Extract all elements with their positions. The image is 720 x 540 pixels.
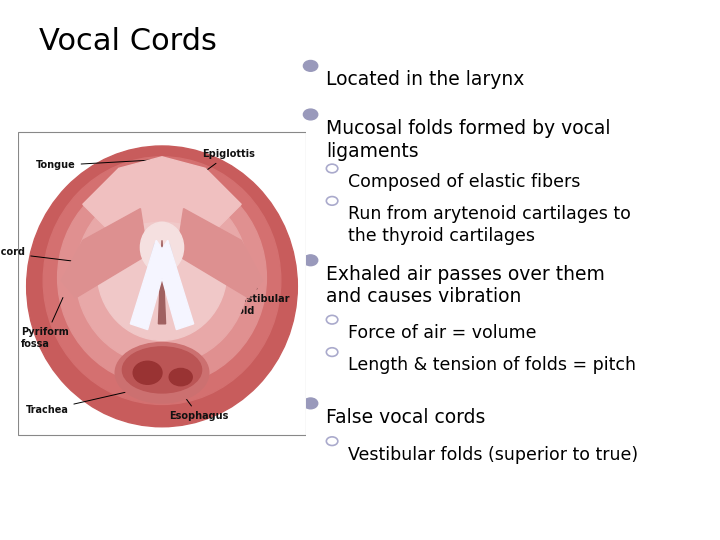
Ellipse shape	[27, 146, 297, 427]
Text: Length & tension of folds = pitch: Length & tension of folds = pitch	[348, 356, 636, 374]
Text: Vocal Cords: Vocal Cords	[40, 27, 217, 56]
FancyBboxPatch shape	[18, 132, 306, 435]
Circle shape	[303, 255, 318, 266]
Polygon shape	[158, 240, 166, 324]
Text: Located in the larynx: Located in the larynx	[326, 70, 525, 89]
Text: Trachea: Trachea	[25, 388, 145, 415]
Ellipse shape	[97, 204, 227, 340]
Text: Tongue: Tongue	[36, 160, 156, 171]
Text: Exhaled air passes over them
and causes vibration: Exhaled air passes over them and causes …	[326, 265, 606, 306]
Polygon shape	[161, 243, 191, 324]
Text: Mucosal folds formed by vocal
ligaments: Mucosal folds formed by vocal ligaments	[326, 119, 611, 160]
Ellipse shape	[115, 342, 209, 403]
Polygon shape	[83, 157, 241, 233]
Polygon shape	[156, 240, 194, 329]
Text: False vocal cords: False vocal cords	[326, 408, 486, 427]
Text: Esophagus: Esophagus	[169, 394, 228, 421]
Ellipse shape	[58, 170, 266, 386]
Circle shape	[303, 60, 318, 71]
Polygon shape	[61, 208, 148, 298]
Text: Vestibular folds (superior to true): Vestibular folds (superior to true)	[348, 446, 638, 463]
Text: Force of air = volume: Force of air = volume	[348, 324, 536, 342]
Ellipse shape	[133, 361, 162, 384]
Text: Run from arytenoid cartilages to
the thyroid cartilages: Run from arytenoid cartilages to the thy…	[348, 205, 631, 245]
Ellipse shape	[169, 368, 192, 386]
Ellipse shape	[122, 347, 202, 393]
Text: Epiglottis: Epiglottis	[196, 149, 255, 178]
Polygon shape	[130, 240, 168, 329]
Polygon shape	[133, 243, 163, 324]
Polygon shape	[176, 208, 263, 298]
Ellipse shape	[76, 185, 248, 365]
Ellipse shape	[140, 222, 184, 273]
Circle shape	[303, 398, 318, 409]
Text: Pyriform
fossa: Pyriform fossa	[21, 298, 68, 349]
Ellipse shape	[43, 157, 281, 404]
Text: Vestibular
fold: Vestibular fold	[234, 275, 290, 316]
Text: Composed of elastic fibers: Composed of elastic fibers	[348, 173, 580, 191]
Text: Vocal cord: Vocal cord	[0, 247, 136, 269]
Circle shape	[303, 109, 318, 120]
